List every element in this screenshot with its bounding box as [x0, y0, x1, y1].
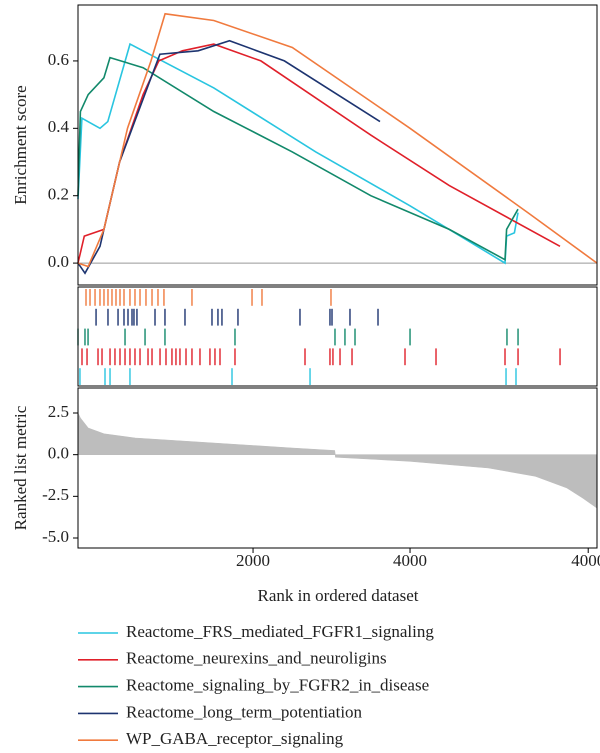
y-tick-label: 0.2	[48, 185, 69, 204]
legend-label: Reactome_FRS_mediated_FGFR1_signaling	[126, 622, 434, 641]
y-axis-label: Ranked list metric	[11, 405, 30, 530]
es-line	[77, 39, 381, 275]
legend-label: Reactome_signaling_by_FGFR2_in_disease	[126, 676, 429, 695]
y-tick-label: 0.6	[48, 50, 69, 69]
panel-frame	[77, 387, 598, 549]
es-line	[77, 42, 519, 265]
y-tick-label: 2.5	[48, 402, 69, 421]
x-tick-label: 4000	[393, 551, 427, 570]
y-tick-label: 0.0	[48, 252, 69, 271]
legend-label: Reactome_long_term_potentiation	[126, 702, 363, 721]
y-tick-label: -2.5	[42, 485, 69, 504]
x-axis-label: Rank in ordered dataset	[258, 586, 419, 605]
y-axis-label: Enrichment score	[11, 85, 30, 204]
legend-label: WP_GABA_receptor_signaling	[126, 729, 344, 748]
y-tick-label: -5.0	[42, 527, 69, 546]
es-line	[77, 56, 519, 262]
y-tick-label: 0.0	[48, 444, 69, 463]
es-line	[77, 43, 561, 264]
es-line	[77, 12, 598, 268]
panel-frame	[77, 286, 598, 387]
panel-frame	[77, 4, 598, 286]
x-tick-label: 2000	[236, 551, 270, 570]
x-tick-label: 4000	[571, 551, 600, 570]
legend-label: Reactome_neurexins_and_neuroligins	[126, 649, 387, 668]
y-tick-label: 0.4	[48, 117, 70, 136]
metric-area	[77, 412, 598, 509]
